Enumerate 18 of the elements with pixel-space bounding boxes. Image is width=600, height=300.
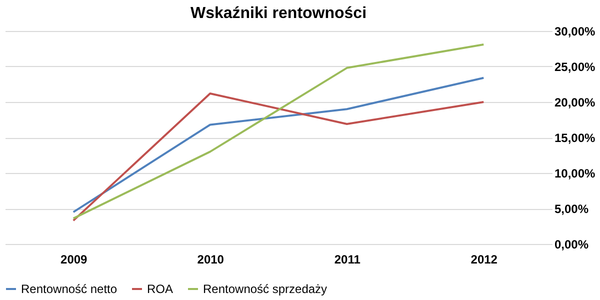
chart-title: Wskaźniki rentowności — [190, 5, 367, 22]
legend-label: Rentowność sprzedaży — [203, 282, 328, 296]
y-tick-label: 0,00% — [554, 238, 589, 252]
x-tick-label: 2010 — [197, 252, 224, 266]
y-tick-label: 30,00% — [554, 24, 596, 38]
y-tick-label: 20,00% — [554, 96, 596, 110]
x-tick-label: 2011 — [334, 252, 361, 266]
legend-label: Rentowność netto — [21, 282, 118, 296]
x-tick-label: 2009 — [60, 252, 88, 266]
y-tick-label: 10,00% — [554, 166, 596, 180]
line-series — [72, 76, 485, 214]
y-tick-label: 5,00% — [554, 202, 589, 216]
line-series — [72, 92, 485, 222]
x-tick-label: 2012 — [470, 252, 498, 266]
y-tick-label: 15,00% — [554, 131, 596, 145]
legend-label: ROA — [147, 282, 174, 296]
line-series — [72, 43, 485, 220]
y-tick-label: 25,00% — [554, 60, 596, 74]
